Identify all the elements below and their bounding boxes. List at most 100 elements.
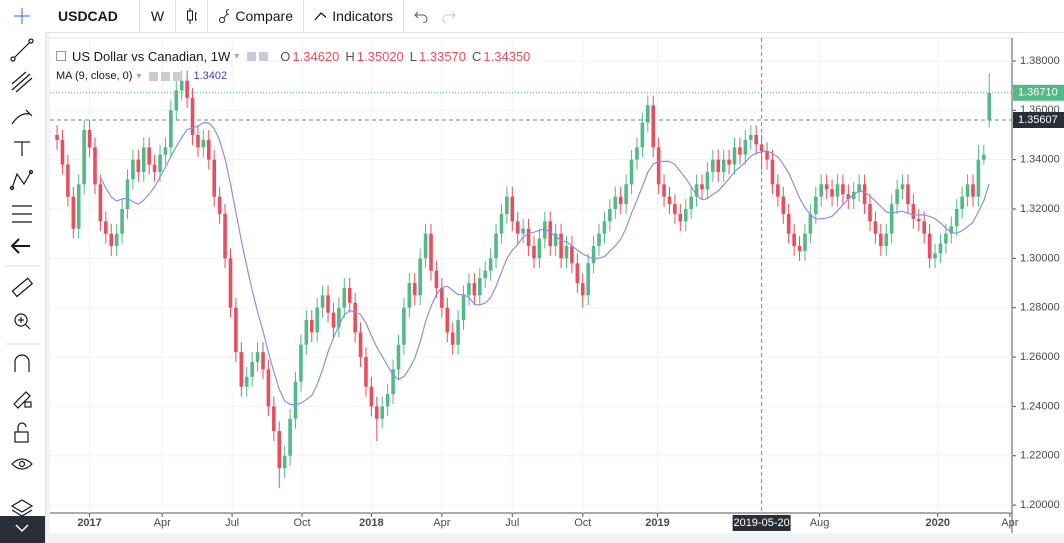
chart-legend: US Dollar vs Canadian, 1W ▾ O 1.34620 H 1.3… bbox=[56, 46, 530, 86]
ma-hide[interactable] bbox=[161, 71, 171, 81]
candle-body bbox=[602, 221, 607, 234]
candle-body bbox=[786, 213, 791, 234]
candle-body bbox=[857, 184, 861, 192]
text-tool[interactable] bbox=[14, 141, 30, 156]
candle-body bbox=[499, 213, 504, 234]
lock-drawing-tool[interactable] bbox=[13, 391, 32, 409]
candle-body bbox=[965, 184, 970, 197]
y-tick-label: 1.32000 bbox=[1020, 203, 1060, 215]
indicators-button[interactable]: Indicators bbox=[304, 0, 404, 32]
fib-tool[interactable] bbox=[12, 205, 32, 223]
pitchfork-tool[interactable] bbox=[11, 71, 33, 93]
candle-body bbox=[700, 184, 704, 190]
top-toolbar: USDCAD W Compare Indicators bbox=[0, 0, 1064, 33]
candle-body bbox=[282, 455, 287, 469]
candle-body bbox=[738, 147, 742, 155]
compare-button[interactable]: Compare bbox=[208, 0, 304, 32]
candle-icon bbox=[187, 8, 197, 24]
candle-body bbox=[358, 332, 363, 358]
candle-body bbox=[93, 147, 97, 185]
candle-body bbox=[375, 406, 379, 419]
crosshair-price-tag bbox=[1013, 111, 1064, 128]
x-tick-label: 2019 bbox=[645, 517, 669, 529]
crosshair-price-label: 1.35607 bbox=[1018, 114, 1058, 126]
ma-menu[interactable]: ▾ bbox=[136, 70, 142, 82]
readout-value: 1.34620 bbox=[292, 48, 340, 64]
candle-body bbox=[169, 110, 173, 148]
candle-body bbox=[976, 159, 981, 197]
candle-body bbox=[385, 394, 390, 407]
y-tick-label: 1.26000 bbox=[1020, 351, 1060, 363]
chart-style-button[interactable] bbox=[176, 0, 208, 32]
candle-body bbox=[299, 344, 303, 382]
candle-body bbox=[277, 431, 282, 469]
x-tick-label: 2017 bbox=[77, 517, 101, 529]
ma-remove[interactable] bbox=[173, 71, 183, 81]
candle-body bbox=[586, 263, 590, 296]
candle-body bbox=[461, 295, 466, 321]
y-tick-label: 1.28000 bbox=[1020, 302, 1060, 314]
trend-line-tool[interactable] bbox=[10, 38, 34, 62]
ma-line bbox=[99, 121, 990, 406]
brush-tool[interactable] bbox=[11, 109, 33, 125]
crosshair-time-tag bbox=[732, 515, 791, 531]
ma-name: MA (9, close, 0) bbox=[56, 70, 133, 82]
redo-icon[interactable] bbox=[442, 9, 456, 23]
readout-key: H bbox=[345, 48, 355, 64]
candle-body bbox=[949, 226, 954, 234]
candle-body bbox=[770, 159, 775, 185]
chart-bottom-gutter bbox=[45, 533, 1064, 543]
candle-body bbox=[754, 134, 758, 145]
candle-body bbox=[71, 196, 76, 229]
candle-body bbox=[141, 147, 146, 172]
candle-body bbox=[353, 302, 357, 333]
hide-button[interactable] bbox=[259, 51, 269, 61]
candle-body bbox=[543, 221, 547, 239]
candle-body bbox=[776, 184, 780, 197]
candle-body bbox=[185, 80, 189, 98]
ma-legend: MA (9, close, 0) ▾ 1.3402 bbox=[56, 66, 530, 86]
candle-body bbox=[971, 184, 975, 197]
series-menu[interactable]: ▾ bbox=[234, 50, 240, 62]
layers-tool[interactable] bbox=[10, 499, 34, 517]
candle-body bbox=[721, 159, 726, 172]
candle-body bbox=[250, 361, 254, 377]
pattern-tool[interactable] bbox=[9, 169, 34, 191]
candle-body bbox=[716, 159, 721, 172]
back-arrow[interactable] bbox=[10, 238, 30, 254]
candle-body bbox=[212, 159, 217, 197]
x-tick-label: Jul bbox=[505, 517, 519, 529]
candle-body bbox=[120, 209, 124, 234]
candle-body bbox=[467, 283, 471, 296]
candle-body bbox=[494, 233, 498, 259]
chart-gutter bbox=[45, 32, 50, 543]
lock-tool[interactable] bbox=[14, 422, 29, 443]
candle-body bbox=[337, 307, 341, 328]
drawing-toolbar bbox=[0, 32, 46, 543]
candle-body bbox=[537, 238, 542, 259]
candle-body bbox=[87, 130, 92, 148]
zoom-tool[interactable] bbox=[14, 313, 31, 330]
candle-body bbox=[927, 233, 932, 259]
candle-body bbox=[667, 196, 672, 205]
magnet-tool[interactable] bbox=[14, 354, 30, 372]
candle-body bbox=[152, 164, 157, 172]
visibility-tool[interactable] bbox=[11, 458, 33, 470]
candle-body bbox=[640, 122, 645, 148]
ruler-tool[interactable] bbox=[11, 277, 34, 298]
undo-icon[interactable] bbox=[414, 9, 428, 23]
settings-button[interactable] bbox=[247, 51, 257, 61]
crosshair-tool[interactable] bbox=[0, 0, 45, 32]
candle-body bbox=[179, 80, 184, 91]
candle-body bbox=[618, 196, 623, 205]
y-tick-label: 1.34000 bbox=[1020, 154, 1060, 166]
collapse-box[interactable] bbox=[56, 51, 66, 61]
candle-body bbox=[743, 139, 748, 155]
ohlc-readout: O 1.34620 H 1.35020 L 1.33570 C 1.34350 bbox=[274, 49, 530, 64]
interval-button[interactable]: W bbox=[140, 0, 176, 32]
candle-body bbox=[364, 357, 368, 387]
candle-body bbox=[60, 139, 65, 165]
symbol-search[interactable]: USDCAD bbox=[0, 0, 140, 32]
ma-settings[interactable] bbox=[149, 71, 159, 81]
